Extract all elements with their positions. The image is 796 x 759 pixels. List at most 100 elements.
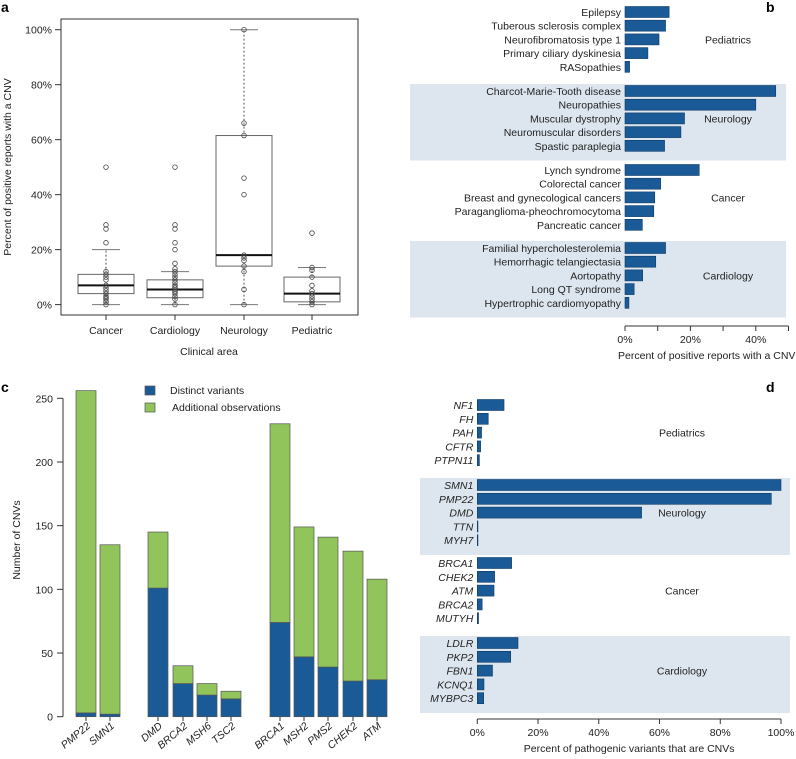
data-point [309, 288, 315, 294]
bar-segment [342, 550, 364, 682]
bar-segment [293, 656, 315, 718]
bar [476, 678, 485, 691]
group-band [410, 241, 786, 318]
data-point [241, 252, 247, 258]
data-point [103, 288, 109, 294]
bar-segment [147, 587, 169, 718]
bar [476, 412, 489, 425]
bar [624, 191, 656, 204]
y-tick-label: 250 [35, 393, 53, 405]
data-point [172, 301, 178, 308]
data-point [172, 293, 178, 300]
category-label: BRCA2 [438, 599, 473, 611]
data-point [309, 299, 315, 305]
data-point [172, 266, 178, 272]
data-point [103, 240, 109, 246]
bar-segment [220, 698, 242, 718]
legend-label: Distinct variants [170, 385, 244, 397]
bar [476, 598, 483, 611]
data-point [241, 301, 247, 308]
category-label: Neuromuscular disorders [504, 127, 621, 139]
data-point [172, 274, 178, 280]
bar [476, 454, 480, 467]
panel-b-bar-chart: Epilepsy Tuberous sclerosis complexNeurof… [410, 6, 795, 362]
data-point [172, 282, 178, 289]
bar [624, 112, 685, 125]
bar [624, 126, 682, 138]
data-point [309, 230, 315, 236]
bar [624, 219, 643, 231]
bar [624, 205, 655, 217]
bar [476, 692, 484, 705]
category-label: CHEK2 [438, 572, 473, 584]
bar [476, 570, 495, 583]
bar [624, 19, 666, 32]
x-tick-label: 40% [588, 727, 609, 739]
bar [624, 47, 649, 59]
bar-segment [366, 578, 388, 681]
data-point [241, 255, 247, 261]
y-tick-label: 60% [31, 135, 52, 147]
data-point [172, 164, 178, 170]
bar-segment [269, 622, 291, 718]
y-tick-label: 200 [35, 457, 53, 469]
category-label: Tuberous sclerosis complex [491, 21, 621, 33]
data-point [241, 175, 247, 181]
category-label: Neuropathies [559, 100, 621, 112]
x-tick-label: MSH2 [281, 720, 311, 748]
category-label: CFTR [445, 441, 473, 453]
data-point [309, 290, 315, 297]
bar-segment [172, 665, 194, 684]
group-band [420, 636, 790, 713]
bar [476, 506, 642, 519]
y-axis-label: Percent of positive reports with a CNV [2, 78, 14, 255]
category-label: FBN1 [446, 666, 473, 678]
category-label: NF1 [453, 400, 473, 412]
data-point [309, 301, 315, 308]
data-point [172, 279, 178, 286]
data-point [241, 268, 247, 275]
bar-segment [147, 531, 169, 589]
data-point [103, 277, 109, 283]
category-label: Spastic paraplegia [535, 141, 622, 153]
data-point [172, 240, 178, 246]
x-tick-label: 20% [528, 727, 549, 739]
data-point [103, 285, 109, 291]
category-label: Pancreatic cancer [537, 220, 622, 232]
y-axis-label: Number of CNVs [11, 500, 23, 579]
data-point [172, 288, 178, 294]
bar [476, 612, 479, 625]
data-point [241, 257, 247, 264]
group-label: Cancer [665, 586, 699, 598]
bar [624, 60, 630, 73]
category-label: Muscular dystrophy [530, 113, 622, 125]
x-tick-label: BRCA1 [252, 720, 287, 752]
category-label: Paraganglioma-pheochromocytoma [455, 206, 621, 218]
category-label: Hemorrhagic telangiectasia [494, 257, 621, 269]
data-point [309, 274, 315, 280]
data-point [103, 222, 109, 228]
data-point [172, 271, 178, 278]
category-label: Colorectal cancer [539, 179, 621, 191]
data-point [241, 132, 247, 139]
data-point [172, 222, 178, 228]
bar [476, 440, 481, 453]
bar-segment [99, 544, 121, 715]
category-label: Breast and gynecological cancers [464, 192, 621, 204]
bar [476, 492, 772, 505]
data-point [103, 293, 109, 300]
y-tick-label: 100 [35, 584, 53, 596]
group-label: Neurology [704, 113, 753, 125]
x-axis-label: Percent of pathogenic variants that are … [524, 743, 735, 755]
data-point [103, 226, 109, 232]
legend-swatch [144, 402, 156, 413]
panel-letter-b: b [766, 0, 775, 15]
bar [624, 164, 700, 176]
data-point [241, 286, 247, 293]
category-label: Familial hypercholesterolemia [482, 243, 621, 255]
group-label: Pediatrics [659, 428, 705, 440]
category-label: KCNQ1 [437, 679, 473, 691]
category-label: Hypertrophic cardiomyopathy [484, 298, 621, 310]
